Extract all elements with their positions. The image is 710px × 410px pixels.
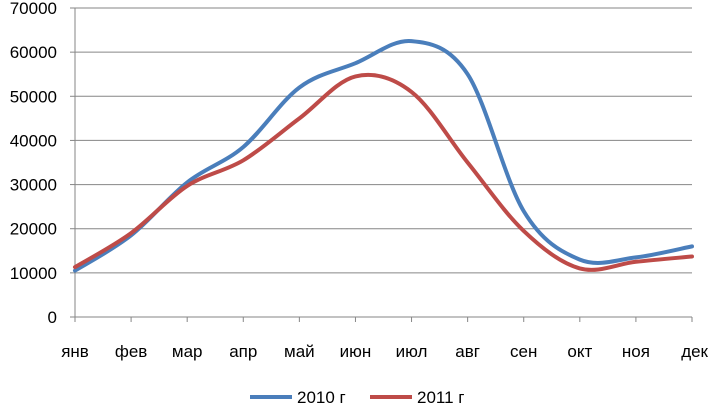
y-tick-labels: 0 10000 20000 30000 40000 50000 60000 70000: [10, 0, 57, 327]
gridlines: [75, 7, 692, 274]
series-lines: [73, 39, 694, 273]
legend-label: 2011 г: [417, 388, 464, 407]
legend-label: 2010 г: [297, 388, 346, 407]
x-tick-label: фев: [115, 342, 147, 361]
x-tick-label: мар: [172, 342, 203, 361]
y-tick-label: 20000: [10, 220, 57, 239]
axes: [70, 7, 693, 322]
x-tick-label: май: [284, 342, 315, 361]
x-tick-label: ноя: [622, 342, 650, 361]
x-tick-label: янв: [61, 342, 89, 361]
x-tick-label: июн: [340, 342, 372, 361]
x-tick-label: июл: [396, 342, 428, 361]
legend: 2010 г 2011 г: [250, 388, 464, 407]
y-tick-label: 10000: [10, 264, 57, 283]
y-tick-label: 50000: [10, 87, 57, 106]
y-tick-label: 0: [48, 308, 57, 327]
x-tick-label: авг: [455, 342, 480, 361]
y-tick-label: 60000: [10, 43, 57, 62]
x-tick-labels: янв фев мар апр май июн июл авг сен окт ноя дек: [61, 342, 708, 361]
x-tick-label: дек: [681, 342, 708, 361]
y-tick-label: 40000: [10, 131, 57, 150]
y-tick-label: 70000: [10, 0, 57, 18]
y-tick-label: 30000: [10, 176, 57, 195]
series-line-2010-: [73, 39, 694, 273]
series-line-2011-: [73, 72, 694, 272]
x-tick-label: сен: [510, 342, 537, 361]
x-tick-label: окт: [567, 342, 592, 361]
x-tick-label: апр: [229, 342, 257, 361]
